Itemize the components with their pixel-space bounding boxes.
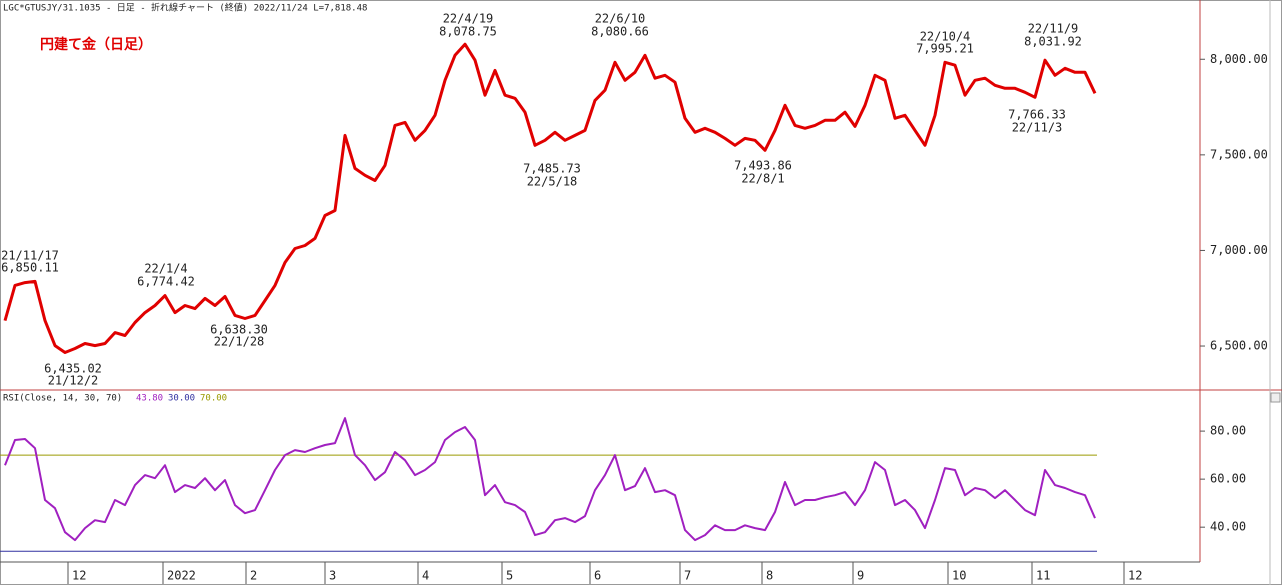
- annotation-value: 7,995.21: [916, 42, 974, 56]
- annotation-date: 22/10/4: [920, 30, 971, 44]
- x-tick-label: 2022: [167, 569, 196, 583]
- annotation-value: 7,766.33: [1008, 108, 1066, 122]
- annotation-date: 22/5/18: [527, 175, 578, 189]
- y-tick-label: 6,500.00: [1210, 339, 1268, 353]
- y-tick-label: 7,000.00: [1210, 243, 1268, 257]
- x-tick-label: 9: [857, 569, 864, 583]
- annotation-date: 22/1/28: [214, 335, 265, 349]
- rsi-title: RSI(Close, 14, 30, 70): [3, 394, 122, 404]
- annotation-value: 7,485.73: [523, 162, 581, 176]
- annotation-date: 21/12/2: [48, 374, 99, 388]
- chart-title: 円建て金（日足）: [40, 36, 152, 53]
- rsi-last-value: 43.80: [136, 394, 163, 404]
- y-tick-label: 60.00: [1210, 472, 1246, 486]
- y-tick-label: 80.00: [1210, 424, 1246, 438]
- data-line: [4, 417, 1096, 542]
- header: LGC*GTUSJY/31.1035 - 日足 - 折れ線チャート (終値) 2…: [3, 2, 367, 14]
- annotation-value: 6,638.30: [210, 323, 268, 337]
- y-tick-label: 8,000.00: [1210, 52, 1268, 66]
- data-line: [3, 42, 1097, 354]
- annotation-date: 22/4/19: [443, 12, 494, 26]
- annotation-date: 22/11/3: [1012, 121, 1063, 135]
- annotation-date: 22/1/4: [144, 262, 187, 276]
- rsi-level-label: 70.00: [200, 394, 227, 404]
- annotation-date: 22/11/9: [1028, 22, 1079, 36]
- annotation-value: 8,078.75: [439, 25, 497, 39]
- y-tick-label: 7,500.00: [1210, 147, 1268, 161]
- annotation-value: 7,493.86: [734, 159, 792, 173]
- annotation-value: 8,031.92: [1024, 35, 1082, 49]
- annotation-date: 22/6/10: [595, 12, 646, 26]
- y-tick-label: 40.00: [1210, 520, 1246, 534]
- x-tick-label: 6: [594, 569, 601, 583]
- annotation-value: 8,080.66: [591, 25, 649, 39]
- x-tick-label: 12: [1128, 569, 1142, 583]
- scroll-button[interactable]: [1270, 392, 1281, 403]
- annotation-value: 6,435.02: [44, 362, 102, 376]
- rsi-level-label: 30.00: [168, 394, 195, 404]
- x-tick-label: 10: [952, 569, 966, 583]
- x-tick-label: 4: [422, 569, 429, 583]
- annotations: 21/11/17 6,850.11 6,435.02 21/12/2 22/1/…: [1, 12, 1082, 388]
- annotation-date: 21/11/17: [1, 249, 59, 263]
- x-tick-label: 12: [72, 569, 86, 583]
- annotation-date: 22/8/1: [741, 172, 784, 186]
- x-tick-label: 5: [506, 569, 513, 583]
- x-tick-label: 7: [684, 569, 691, 583]
- annotation-value: 6,774.42: [137, 275, 195, 289]
- x-tick-label: 11: [1036, 569, 1050, 583]
- x-tick-label: 8: [766, 569, 773, 583]
- annotation-value: 6,850.11: [1, 261, 59, 275]
- x-tick-label: 3: [329, 569, 336, 583]
- x-tick-label: 2: [250, 569, 257, 583]
